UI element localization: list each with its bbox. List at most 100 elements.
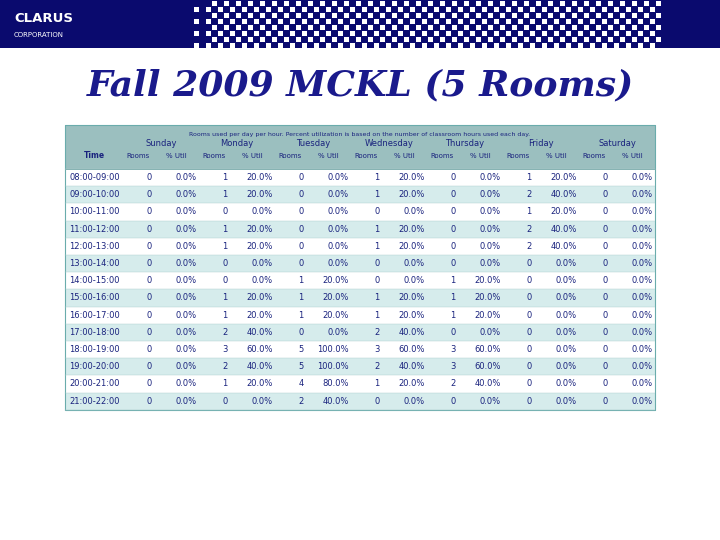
Text: 0.0%: 0.0% [404,259,425,268]
Text: Rooms used per day per hour. Percent utilization is based on the number of class: Rooms used per day per hour. Percent uti… [189,132,531,137]
Bar [320,13,325,18]
Text: 0.0%: 0.0% [176,397,197,406]
Text: 20.0%: 20.0% [247,242,273,251]
Bar [212,13,217,18]
Bar [350,7,355,12]
Text: 20.0%: 20.0% [399,380,425,388]
Text: 2: 2 [298,397,303,406]
Text: 0.0%: 0.0% [252,207,273,217]
Text: 0.0%: 0.0% [176,345,197,354]
Bar [536,13,541,18]
Text: 0: 0 [602,190,608,199]
Bar [554,43,559,48]
Bar [638,31,643,36]
Text: 15:00-16:00: 15:00-16:00 [69,294,120,302]
Text: 0: 0 [526,380,531,388]
Text: 0: 0 [450,397,455,406]
Text: 0: 0 [450,207,455,217]
Bar [230,19,235,24]
Text: 0.0%: 0.0% [404,207,425,217]
Text: 0: 0 [602,328,608,337]
Text: 0.0%: 0.0% [176,242,197,251]
Text: 1: 1 [374,225,379,234]
Text: % Util: % Util [318,153,338,159]
Bar [296,1,301,6]
Bar [614,43,619,48]
Bar [278,7,283,12]
Bar [254,31,259,36]
Text: 0: 0 [146,294,151,302]
Bar [326,7,331,12]
Text: 1: 1 [526,207,531,217]
Bar [272,1,277,6]
Text: 0: 0 [298,225,303,234]
Text: 0: 0 [450,328,455,337]
Text: 0: 0 [146,397,151,406]
Bar [206,31,211,36]
Text: 60.0%: 60.0% [474,345,501,354]
Text: 5: 5 [298,362,303,372]
Bar [602,31,607,36]
Bar [254,19,259,24]
Text: 40.0%: 40.0% [551,242,577,251]
Bar [332,37,337,42]
Bar [548,25,553,30]
Text: 2: 2 [222,328,228,337]
Bar [242,7,247,12]
Text: 0.0%: 0.0% [632,397,653,406]
Bar [65,125,655,410]
Bar [470,31,475,36]
Bar [464,1,469,6]
Text: 40.0%: 40.0% [399,328,425,337]
Text: 2: 2 [526,190,531,199]
Bar [494,31,499,36]
Bar [332,1,337,6]
Text: 0.0%: 0.0% [480,328,501,337]
Text: 0.0%: 0.0% [632,310,653,320]
Text: 1: 1 [222,294,228,302]
Text: 0.0%: 0.0% [176,310,197,320]
Bar [506,43,511,48]
Bar [284,1,289,6]
Text: 2: 2 [450,380,455,388]
Text: 0: 0 [374,397,379,406]
Text: 0.0%: 0.0% [556,345,577,354]
Text: 5: 5 [298,345,303,354]
Bar [218,43,223,48]
Bar [65,307,655,324]
Bar [524,1,529,6]
Bar [440,25,445,30]
Text: 0: 0 [146,173,151,182]
Bar [614,7,619,12]
Bar [620,25,625,30]
Text: 20.0%: 20.0% [551,207,577,217]
Bar [218,19,223,24]
Bar [398,7,403,12]
Bar [368,1,373,6]
Bar [428,37,433,42]
Bar [65,186,655,204]
Bar [356,13,361,18]
Bar [476,25,481,30]
Text: 0: 0 [602,173,608,182]
Text: 0: 0 [602,259,608,268]
Text: 0: 0 [526,345,531,354]
Text: 0: 0 [602,225,608,234]
Text: 0: 0 [526,294,531,302]
Bar [644,1,649,6]
Bar [626,19,631,24]
Bar [398,43,403,48]
Bar [302,31,307,36]
Bar [446,7,451,12]
Text: Time: Time [84,152,104,160]
Bar [494,7,499,12]
Text: 0: 0 [602,397,608,406]
Text: 1: 1 [374,242,379,251]
Bar [446,19,451,24]
Bar [248,13,253,18]
Bar [572,25,577,30]
Text: 1: 1 [526,173,531,182]
Text: 0: 0 [222,207,228,217]
Bar [608,37,613,42]
Bar [65,204,655,221]
